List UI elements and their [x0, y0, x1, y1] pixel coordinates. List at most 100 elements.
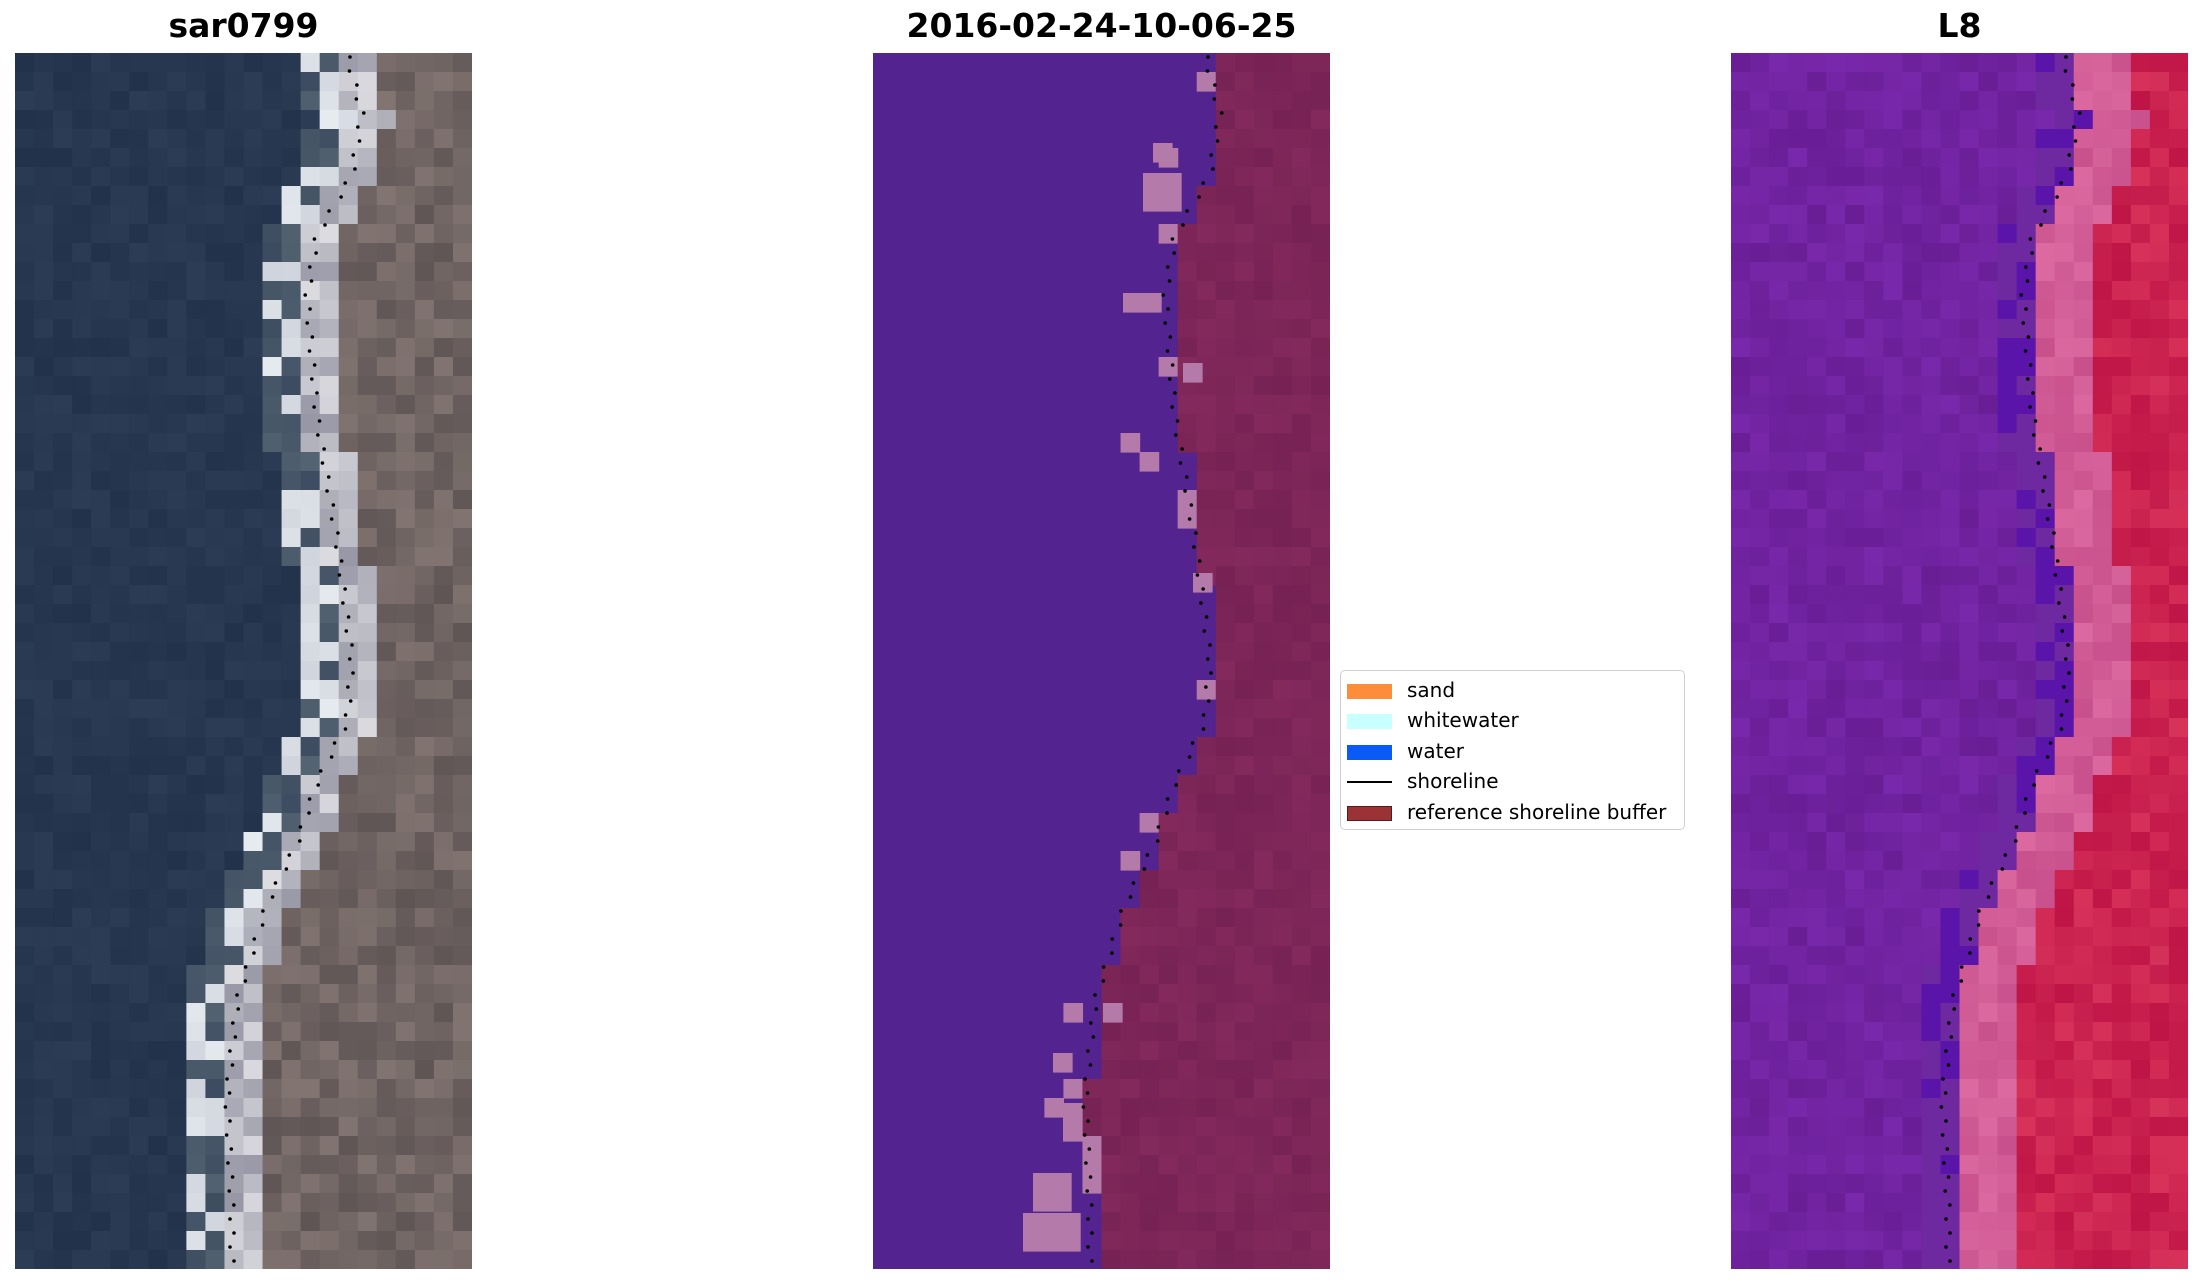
- index-pixel: [1845, 775, 1865, 795]
- index-pixel: [1959, 680, 1980, 700]
- rgb-pixel: [110, 1079, 130, 1099]
- index-pixel: [1997, 1250, 2018, 1269]
- shoreline-dot: [1145, 853, 1150, 857]
- rgb-pixel: [300, 1250, 321, 1269]
- rgb-pixel: [53, 604, 73, 624]
- rgb-pixel: [110, 91, 130, 111]
- index-pixel: [2073, 1193, 2094, 1213]
- index-pixel: [1940, 129, 1961, 149]
- index-pixel: [1731, 148, 1751, 168]
- shoreline-dot: [227, 1091, 232, 1095]
- index-pixel: [1997, 604, 2018, 624]
- rgb-pixel: [243, 642, 264, 662]
- index-pixel: [2054, 319, 2075, 339]
- buffer-class-pixel: [1310, 813, 1330, 833]
- index-pixel: [1940, 889, 1961, 909]
- index-pixel: [2054, 623, 2075, 643]
- rgb-pixel: [281, 319, 302, 339]
- rgb-pixel: [243, 262, 264, 282]
- rgb-pixel: [300, 1003, 321, 1023]
- rgb-pixel: [300, 338, 321, 358]
- buffer-class-pixel: [1196, 1079, 1217, 1099]
- rgb-pixel: [395, 1174, 416, 1194]
- rgb-pixel: [91, 1231, 111, 1251]
- index-pixel: [1883, 832, 1903, 852]
- index-pixel: [2054, 300, 2075, 320]
- shoreline-dot: [1206, 55, 1210, 59]
- index-pixel: [1940, 965, 1961, 985]
- sand-class-pixel: [1023, 1213, 1081, 1252]
- rgb-pixel: [395, 680, 416, 700]
- index-pixel: [2149, 490, 2170, 510]
- index-pixel: [2073, 433, 2094, 453]
- index-pixel: [1845, 1079, 1865, 1099]
- index-pixel: [1921, 908, 1942, 928]
- index-pixel: [1788, 509, 1808, 529]
- index-pixel: [1845, 1136, 1865, 1156]
- index-pixel: [2149, 889, 2170, 909]
- rgb-pixel: [243, 699, 264, 719]
- index-pixel: [1997, 1060, 2018, 1080]
- rgb-pixel: [395, 186, 416, 206]
- index-pixel: [1788, 794, 1808, 814]
- panel-title-center: 2016-02-24-10-06-25: [906, 6, 1297, 45]
- rgb-pixel: [205, 53, 226, 73]
- buffer-class-pixel: [1310, 1022, 1330, 1042]
- rgb-pixel: [110, 908, 130, 928]
- buffer-class-pixel: [1234, 509, 1255, 529]
- index-pixel: [1997, 376, 2018, 396]
- rgb-pixel: [34, 91, 54, 111]
- rgb-pixel: [262, 718, 283, 738]
- index-pixel: [1902, 870, 1923, 890]
- index-pixel: [1940, 167, 1961, 187]
- rgb-pixel: [376, 300, 397, 320]
- shoreline-dot: [226, 1161, 230, 1165]
- index-pixel: [1826, 224, 1846, 244]
- rgb-pixel: [91, 319, 111, 339]
- index-pixel: [1731, 1250, 1751, 1269]
- rgb-pixel: [91, 300, 111, 320]
- index-pixel: [2168, 718, 2188, 738]
- rgb-pixel: [186, 509, 207, 529]
- shoreline-dot: [339, 195, 343, 199]
- index-pixel: [1807, 1250, 1827, 1269]
- buffer-class-pixel: [1234, 604, 1255, 624]
- rgb-pixel: [433, 1231, 454, 1251]
- index-pixel: [2035, 471, 2056, 491]
- buffer-class-pixel: [1310, 1250, 1330, 1269]
- index-pixel: [2111, 1022, 2132, 1042]
- buffer-class-pixel: [1291, 53, 1312, 73]
- index-pixel: [2092, 319, 2113, 339]
- shoreline-dot: [303, 293, 307, 297]
- buffer-class-pixel: [1215, 224, 1236, 244]
- rgb-pixel: [91, 1117, 111, 1137]
- rgb-pixel: [376, 1193, 397, 1213]
- rgb-pixel: [243, 604, 264, 624]
- index-pixel: [1769, 129, 1789, 149]
- index-pixel: [1997, 889, 2018, 909]
- rgb-pixel: [357, 186, 378, 206]
- index-pixel: [1864, 1079, 1884, 1099]
- index-pixel: [1959, 1060, 1980, 1080]
- index-pixel: [1883, 661, 1903, 681]
- rgb-pixel: [357, 262, 378, 282]
- index-pixel: [1902, 205, 1923, 225]
- index-pixel: [1940, 319, 1961, 339]
- index-pixel: [1902, 148, 1923, 168]
- rgb-pixel: [452, 262, 472, 282]
- buffer-class-pixel: [1215, 186, 1236, 206]
- rgb-pixel: [357, 1098, 378, 1118]
- shoreline-dot: [1086, 1119, 1090, 1123]
- index-pixel: [1940, 205, 1961, 225]
- buffer-class-pixel: [1272, 395, 1293, 415]
- rgb-pixel: [34, 1136, 54, 1156]
- rgb-pixel: [72, 243, 92, 263]
- index-pixel: [1978, 395, 1999, 415]
- rgb-pixel: [281, 490, 302, 510]
- index-pixel: [1750, 53, 1770, 73]
- rgb-pixel: [167, 433, 187, 453]
- buffer-class-pixel: [1291, 490, 1312, 510]
- index-pixel: [1788, 604, 1808, 624]
- buffer-class-pixel: [1253, 1155, 1274, 1175]
- rgb-pixel: [281, 528, 302, 548]
